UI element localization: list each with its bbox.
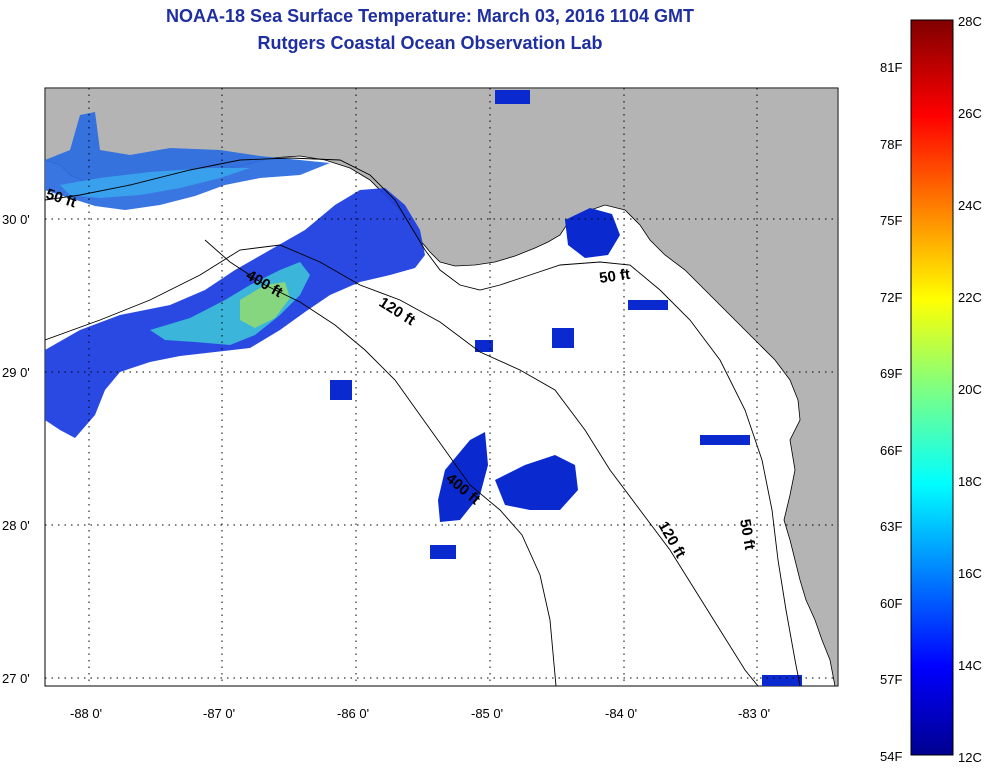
colorbar-f-label: 75F	[880, 213, 903, 228]
contour-120ft	[45, 244, 759, 686]
sst-patch-small-2	[430, 545, 456, 559]
colorbar-f-label: 54F	[880, 749, 903, 764]
lon-tick-label: -83 0'	[738, 706, 770, 721]
sst-patch-small-1	[330, 380, 352, 400]
colorbar-f-label: 81F	[880, 60, 903, 75]
colorbar-f-label: 66F	[880, 443, 903, 458]
colorbar-c-label: 18C	[958, 474, 982, 489]
colorbar-c-label: 26C	[958, 106, 982, 121]
colorbar-f-label: 72F	[880, 290, 903, 305]
sst-patch-south	[438, 432, 488, 522]
chart-subtitle: Rutgers Coastal Ocean Observation Lab	[257, 33, 603, 53]
contour-50ft-inner	[45, 157, 801, 686]
colorbar-c-label: 22C	[958, 290, 982, 305]
sst-patch-small-5	[475, 340, 493, 352]
sst-patch-small-4	[552, 328, 574, 348]
colorbar-c-label: 28C	[958, 14, 982, 29]
colorbar-c-label: 12C	[958, 750, 982, 765]
lat-tick-label: 28 0'	[2, 518, 30, 533]
colorbar-c-label: 14C	[958, 658, 982, 673]
colorbar-f-label: 78F	[880, 137, 903, 152]
sst-plume-warm-core	[240, 282, 290, 328]
graticule	[45, 88, 838, 686]
contour-400ft	[204, 239, 557, 686]
colorbar-f-label: 60F	[880, 596, 903, 611]
colorbar-c-label: 20C	[958, 382, 982, 397]
colorbar-c-label: 16C	[958, 566, 982, 581]
colorbar-f-label: 63F	[880, 519, 903, 534]
lon-tick-label: -87 0'	[203, 706, 235, 721]
sst-patch-small-3	[628, 300, 668, 310]
lat-tick-label: 30 0'	[2, 212, 30, 227]
lat-tick-label: 29 0'	[2, 365, 30, 380]
contour-label: 50 ft	[736, 518, 758, 551]
colorbar	[910, 19, 954, 756]
sst-patch-bigbend	[565, 208, 620, 258]
lon-tick-label: -88 0'	[70, 706, 102, 721]
lon-tick-label: -85 0'	[471, 706, 503, 721]
colorbar-c-label: 24C	[958, 198, 982, 213]
sst-patch-inland	[495, 90, 530, 104]
lat-tick-label: 27 0'	[2, 671, 30, 686]
colorbar-f-label: 69F	[880, 366, 903, 381]
lon-tick-label: -84 0'	[605, 706, 637, 721]
sst-plume-nw-core	[60, 168, 250, 198]
colorbar-f-label: 57F	[880, 672, 903, 687]
contour-label: 50 ft	[598, 266, 631, 287]
chart-title: NOAA-18 Sea Surface Temperature: March 0…	[166, 6, 694, 26]
sst-patch-small-7	[762, 675, 802, 686]
sst-patch-central	[495, 455, 578, 510]
sst-plume-warm	[150, 262, 310, 345]
sst-patch-small-6	[700, 435, 750, 445]
lon-tick-label: -86 0'	[337, 706, 369, 721]
